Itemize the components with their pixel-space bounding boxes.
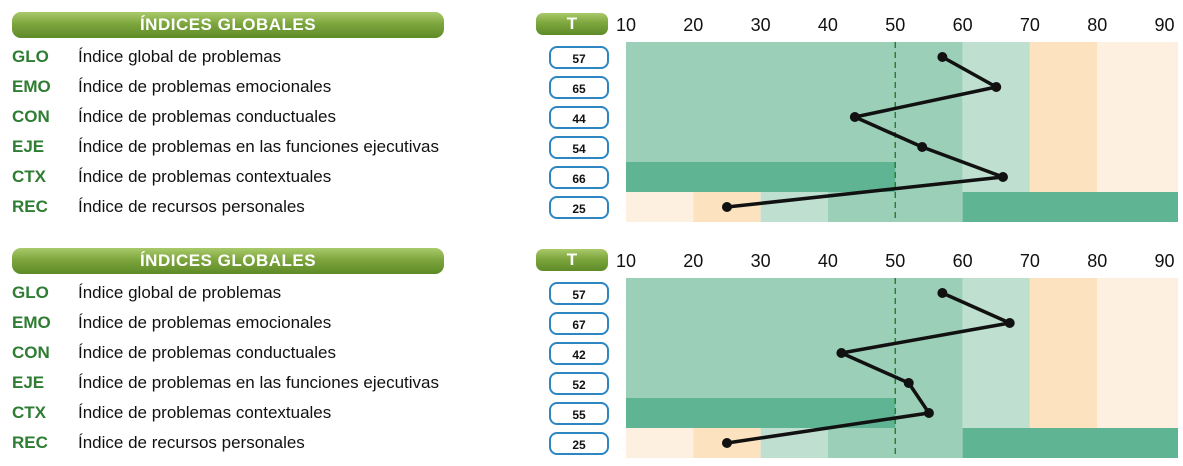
t-score-profile-chart: 10 20 30 40 50 60 70 80 90: [616, 15, 1178, 222]
index-row: CTX Índice de problemas contextuales: [0, 398, 530, 428]
index-code: EJE: [12, 373, 45, 392]
band-rec-severe: [626, 428, 694, 458]
x-tick-label: 70: [1020, 251, 1040, 271]
index-code: EMO: [12, 77, 51, 96]
x-tick-label: 70: [1020, 15, 1040, 35]
band-rec-severe: [626, 192, 694, 222]
t-score-box: 54: [549, 136, 609, 159]
index-code: CON: [12, 107, 50, 126]
index-row: GLO Índice global de problemas: [0, 42, 530, 72]
profile-point-rec: [721, 202, 732, 212]
t-score-box: 44: [549, 106, 609, 129]
index-row: CTX Índice de problemas contextuales: [0, 162, 530, 192]
t-score-box: 25: [549, 432, 609, 455]
index-label: Índice de problemas conductuales: [78, 107, 336, 126]
x-tick-label: 60: [953, 15, 973, 35]
index-row: REC Índice de recursos personales: [0, 428, 530, 458]
x-tick-label: 90: [1155, 15, 1175, 35]
t-score-box: 55: [549, 402, 609, 425]
band-severe: [1097, 278, 1178, 428]
t-score-box: 67: [549, 312, 609, 335]
x-tick-label: 10: [616, 251, 636, 271]
profile-point-con: [849, 112, 860, 122]
index-row: CON Índice de problemas conductuales: [0, 338, 530, 368]
index-code: CTX: [12, 167, 46, 186]
index-code: EMO: [12, 313, 51, 332]
t-score-box: 57: [549, 282, 609, 305]
index-label: Índice de problemas contextuales: [78, 403, 332, 422]
index-code: REC: [12, 433, 48, 452]
band-rec-high: [962, 192, 1178, 222]
profile-point-ctx: [997, 172, 1008, 182]
x-tick-label: 40: [818, 15, 838, 35]
x-tick-label: 80: [1087, 251, 1107, 271]
index-row: EMO Índice de problemas emocionales: [0, 72, 530, 102]
t-score-box: 25: [549, 196, 609, 219]
profile-point-rec: [721, 438, 732, 448]
x-tick-label: 10: [616, 15, 636, 35]
section-title: ÍNDICES GLOBALES: [12, 248, 444, 274]
profile-line: [726, 55, 1005, 209]
index-row: EJE Índice de problemas en las funciones …: [0, 132, 530, 162]
band-at-risk: [962, 42, 1030, 192]
profile-point-con: [836, 348, 847, 358]
x-tick-label: 40: [818, 251, 838, 271]
t-score-box: 57: [549, 46, 609, 69]
index-code: GLO: [12, 283, 49, 302]
index-label: Índice de problemas conductuales: [78, 343, 336, 362]
band-ctx-highlight: [626, 162, 896, 192]
index-label: Índice de recursos personales: [78, 433, 305, 452]
band-clinical: [1029, 278, 1098, 428]
index-code: REC: [12, 197, 48, 216]
t-column-header: T: [536, 13, 608, 35]
index-label: Índice de problemas en las funciones eje…: [78, 137, 439, 156]
index-code: CTX: [12, 403, 46, 422]
profile-point-ctx: [923, 408, 934, 418]
index-code: GLO: [12, 47, 49, 66]
index-label: Índice de problemas emocionales: [78, 77, 332, 96]
profile-point-emo: [1004, 318, 1015, 328]
profile-point-emo: [991, 82, 1002, 92]
t-score-box: 65: [549, 76, 609, 99]
t-score-box: 66: [549, 166, 609, 189]
band-clinical: [1029, 42, 1098, 192]
index-label: Índice de problemas emocionales: [78, 313, 332, 332]
section-title: ÍNDICES GLOBALES: [12, 12, 444, 38]
x-tick-label: 50: [885, 15, 905, 35]
band-rec-high: [962, 428, 1178, 458]
t-score-box: 52: [549, 372, 609, 395]
profile-line: [726, 291, 1012, 445]
index-label: Índice de recursos personales: [78, 197, 305, 216]
index-label: Índice de problemas en las funciones eje…: [78, 373, 439, 392]
index-code: CON: [12, 343, 50, 362]
x-tick-label: 20: [683, 15, 703, 35]
index-row: EJE Índice de problemas en las funciones …: [0, 368, 530, 398]
index-label: Índice global de problemas: [78, 283, 282, 302]
t-score-box: 42: [549, 342, 609, 365]
band-severe: [1097, 42, 1178, 192]
x-tick-label: 50: [885, 251, 905, 271]
x-tick-label: 90: [1155, 251, 1175, 271]
index-panel-2: ÍNDICES GLOBALES T GLO Índice global de pro…: [0, 236, 1183, 466]
t-score-profile-chart: 10 20 30 40 50 60 70 80 90: [616, 251, 1178, 458]
index-code: EJE: [12, 137, 45, 156]
index-row: CON Índice de problemas conductuales: [0, 102, 530, 132]
x-tick-label: 80: [1087, 15, 1107, 35]
index-row: EMO Índice de problemas emocionales: [0, 308, 530, 338]
index-label: Índice global de problemas: [78, 47, 282, 66]
x-tick-label: 20: [683, 251, 703, 271]
band-at-risk: [962, 278, 1030, 428]
index-row: GLO Índice global de problemas: [0, 278, 530, 308]
index-row: REC Índice de recursos personales: [0, 192, 530, 222]
profile-point-eje: [917, 142, 928, 152]
profile-point-eje: [903, 378, 914, 388]
profile-point-glo: [937, 52, 948, 62]
x-tick-label: 30: [751, 15, 771, 35]
x-tick-label: 30: [751, 251, 771, 271]
x-tick-label: 60: [953, 251, 973, 271]
profile-point-glo: [937, 288, 948, 298]
t-column-header: T: [536, 249, 608, 271]
index-panel-1: ÍNDICES GLOBALES T GLO Índice global de pro…: [0, 0, 1183, 230]
index-label: Índice de problemas contextuales: [78, 167, 332, 186]
